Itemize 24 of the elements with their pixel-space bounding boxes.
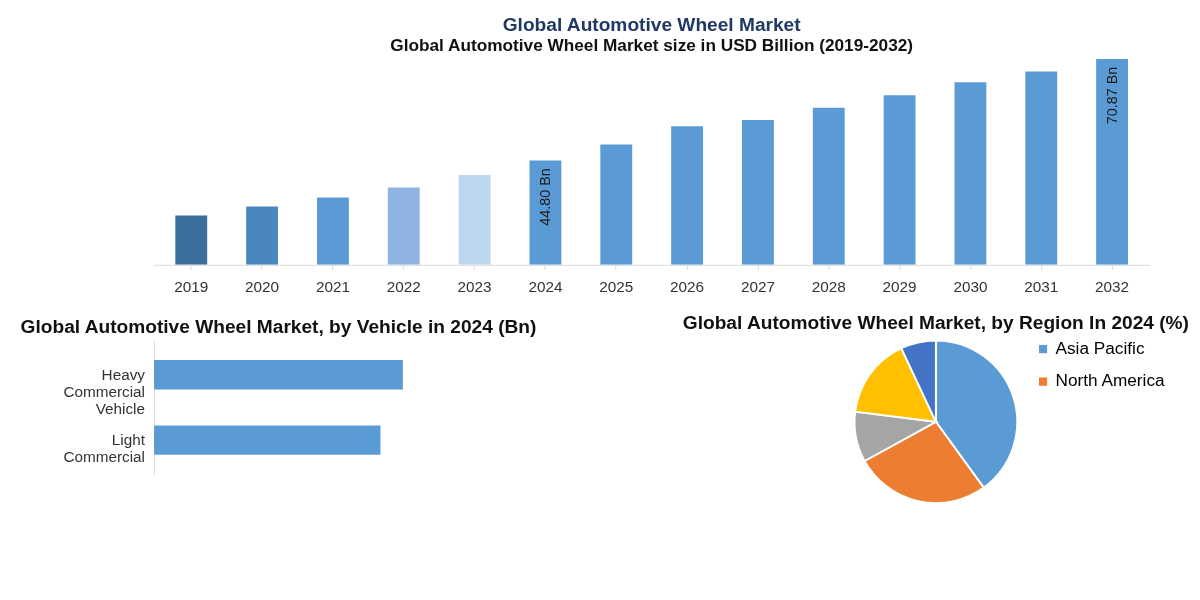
legend-label: North America	[1055, 370, 1166, 391]
chart-title: Global Automotive Wheel Market, by Vehicle in 2024 (Bn)	[20, 315, 537, 337]
x-tick-label: 2025	[599, 278, 634, 296]
x-tick-label: 2031	[1024, 278, 1059, 296]
chart-title: Global Automotive Wheel Market	[502, 14, 802, 36]
chart-title: Global Automotive Wheel Market, by Region In 2024 (%)	[682, 311, 1189, 333]
x-tick-label: 2027	[740, 278, 775, 296]
x-tick-label: 2026	[670, 278, 705, 296]
x-tick-label: 2029	[882, 278, 917, 296]
x-tick-label: 2028	[811, 278, 846, 296]
x-tick-label: 2023	[457, 278, 492, 296]
x-tick-label: 2022	[386, 278, 421, 296]
x-tick-label: 2032	[1095, 278, 1130, 296]
y-tick-label: Light Commercial	[63, 430, 146, 466]
data-label: 70.87 Bn	[1103, 66, 1120, 125]
x-tick-label: 2021	[315, 278, 350, 296]
x-tick-label: 2030	[953, 278, 988, 296]
x-tick-label: 2019	[174, 278, 209, 296]
data-label: 44.80 Bn	[537, 168, 554, 226]
x-tick-label: 2020	[245, 278, 280, 296]
legend-label: Asia Pacific	[1055, 337, 1145, 358]
y-tick-label: Heavy Commercial Vehicle	[63, 365, 146, 417]
x-tick-label: 2024	[528, 278, 563, 296]
chart-subtitle: Global Automotive Wheel Market size in USD Billion (2019-2032)	[390, 35, 914, 56]
